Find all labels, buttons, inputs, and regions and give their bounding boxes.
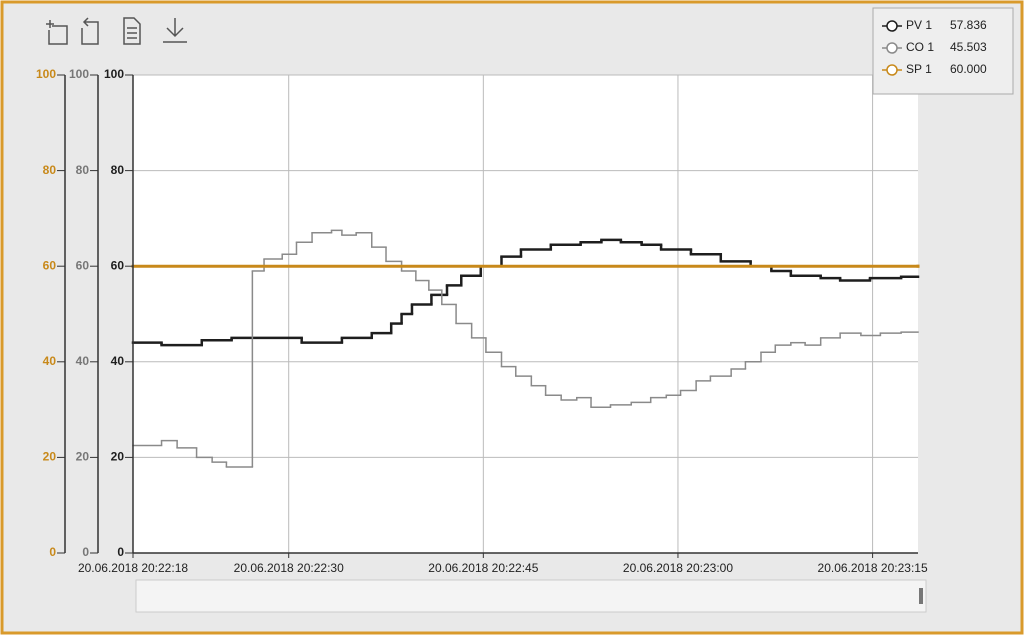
toolbar [46,17,187,45]
y-tick-label: 60 [43,258,57,272]
zoom-out-button[interactable] [81,17,99,45]
scroll-handle[interactable] [919,588,923,604]
y-tick-label: 20 [43,450,57,464]
y-tick-label: 0 [82,545,89,559]
y-tick-label: 20 [76,450,90,464]
y-tick-label: 60 [76,258,90,272]
legend-value: 45.503 [950,40,987,54]
scrollbar[interactable] [135,579,927,613]
y-tick-label: 0 [49,545,56,559]
legend-marker [886,64,898,76]
x-tick-label: 20.06.2018 20:22:30 [234,561,344,575]
x-tick-label: 20.06.2018 20:23:00 [623,561,733,575]
y-tick-label: 80 [111,163,125,177]
y-tick-label: 40 [43,354,57,368]
y-tick-label: 40 [76,354,90,368]
legend-label: SP 1 [906,62,932,76]
report-button[interactable] [123,17,141,45]
legend-label: CO 1 [906,40,934,54]
legend-marker [886,42,898,54]
plot-area [133,75,918,553]
y-tick-label: 60 [111,258,125,272]
y-tick-label: 80 [76,163,90,177]
x-tick-label: 20.06.2018 20:22:18 [78,561,188,575]
y-tick-label: 40 [111,354,125,368]
y-tick-label: 100 [104,67,124,81]
y-tick-label: 100 [69,67,89,81]
x-tick-label: 20.06.2018 20:23:15 [818,561,928,575]
legend-value: 60.000 [950,62,987,76]
x-tick-label: 20.06.2018 20:22:45 [428,561,538,575]
y-tick-label: 100 [36,67,56,81]
y-tick-label: 0 [117,545,124,559]
y-tick-label: 20 [111,450,125,464]
download-button[interactable] [163,18,187,43]
zoom-in-button[interactable] [46,20,68,45]
legend-label: PV 1 [906,18,932,32]
y-tick-label: 80 [43,163,57,177]
legend-value: 57.836 [950,18,987,32]
legend-marker [886,20,898,32]
